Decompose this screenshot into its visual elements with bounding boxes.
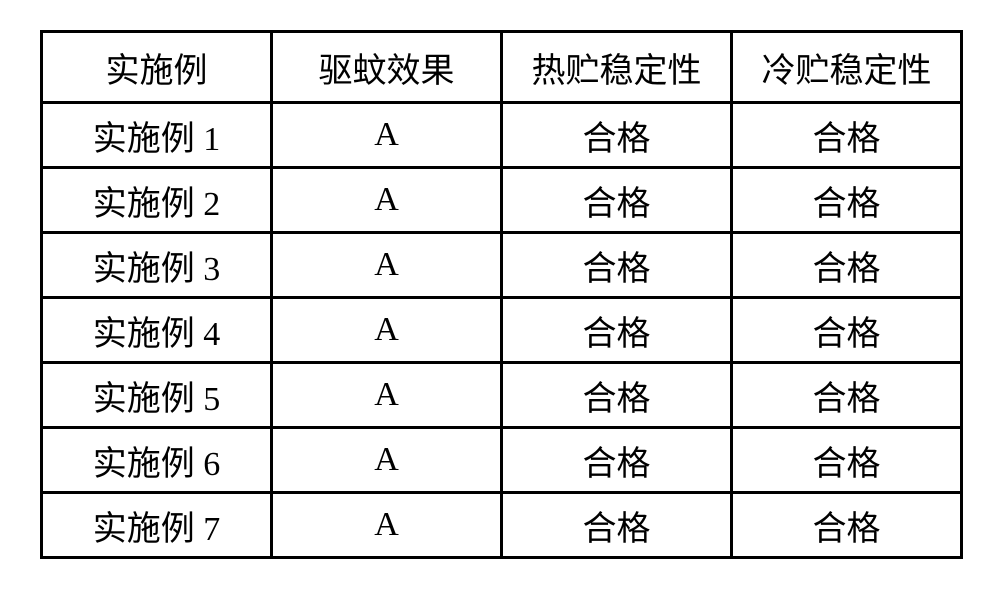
cell-example: 实施例 7: [42, 493, 272, 558]
table-header-row: 实施例 驱蚊效果 热贮稳定性 冷贮稳定性: [42, 32, 962, 103]
cell-repellent: A: [272, 168, 502, 233]
cell-example: 实施例 4: [42, 298, 272, 363]
col-header-repellent: 驱蚊效果: [272, 32, 502, 103]
cell-repellent: A: [272, 428, 502, 493]
cell-example: 实施例 1: [42, 103, 272, 168]
cell-hot: 合格: [502, 103, 732, 168]
cell-hot: 合格: [502, 298, 732, 363]
cell-cold: 合格: [732, 428, 962, 493]
cell-cold: 合格: [732, 233, 962, 298]
cell-hot: 合格: [502, 493, 732, 558]
cell-example: 实施例 3: [42, 233, 272, 298]
cell-repellent: A: [272, 493, 502, 558]
cell-hot: 合格: [502, 168, 732, 233]
cell-cold: 合格: [732, 298, 962, 363]
cell-repellent: A: [272, 363, 502, 428]
col-header-hot: 热贮稳定性: [502, 32, 732, 103]
table-row: 实施例 6 A 合格 合格: [42, 428, 962, 493]
cell-hot: 合格: [502, 233, 732, 298]
cell-hot: 合格: [502, 428, 732, 493]
table-row: 实施例 5 A 合格 合格: [42, 363, 962, 428]
cell-hot: 合格: [502, 363, 732, 428]
table-body: 实施例 1 A 合格 合格 实施例 2 A 合格 合格 实施例 3 A 合格 合…: [42, 103, 962, 558]
table-row: 实施例 4 A 合格 合格: [42, 298, 962, 363]
table-row: 实施例 7 A 合格 合格: [42, 493, 962, 558]
cell-repellent: A: [272, 298, 502, 363]
col-header-cold: 冷贮稳定性: [732, 32, 962, 103]
cell-cold: 合格: [732, 103, 962, 168]
cell-example: 实施例 5: [42, 363, 272, 428]
col-header-example: 实施例: [42, 32, 272, 103]
cell-example: 实施例 6: [42, 428, 272, 493]
table-row: 实施例 3 A 合格 合格: [42, 233, 962, 298]
cell-cold: 合格: [732, 493, 962, 558]
cell-repellent: A: [272, 103, 502, 168]
results-table: 实施例 驱蚊效果 热贮稳定性 冷贮稳定性 实施例 1 A 合格 合格 实施例 2…: [40, 30, 963, 559]
cell-cold: 合格: [732, 168, 962, 233]
table-row: 实施例 1 A 合格 合格: [42, 103, 962, 168]
cell-example: 实施例 2: [42, 168, 272, 233]
table-row: 实施例 2 A 合格 合格: [42, 168, 962, 233]
cell-cold: 合格: [732, 363, 962, 428]
cell-repellent: A: [272, 233, 502, 298]
